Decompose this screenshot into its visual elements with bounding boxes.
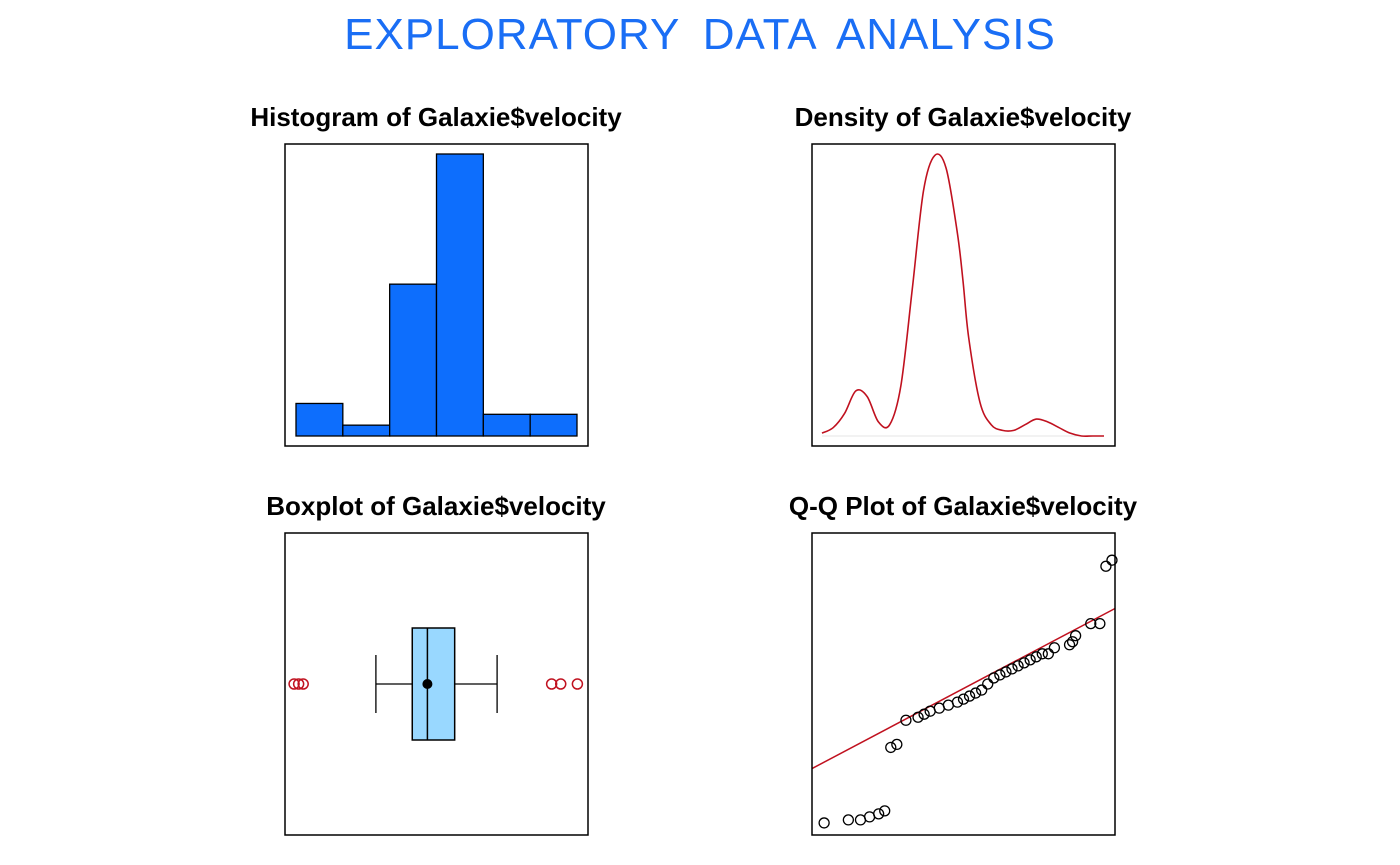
qqplot-point — [842, 814, 855, 826]
qqplot-point — [900, 714, 912, 726]
qqplot-point — [994, 669, 1006, 681]
qqplot-point — [1066, 636, 1079, 648]
qqplot-point — [1048, 642, 1061, 654]
boxplot-outlier — [545, 678, 558, 690]
histogram-bar — [342, 424, 391, 437]
density-curve — [821, 153, 1104, 438]
qqplot-point — [1063, 639, 1076, 651]
density-frame — [811, 143, 1116, 447]
qqplot-point — [1030, 651, 1042, 663]
boxplot-outlier — [288, 678, 300, 690]
qqplot-point — [1018, 657, 1030, 669]
qqplot-point — [969, 687, 982, 699]
qqplot-point — [1042, 648, 1054, 660]
page-title: EXPLORATORY DATA ANALYSIS — [344, 10, 1056, 59]
qqplot-point — [951, 696, 964, 708]
boxplot-frame — [284, 532, 589, 836]
qqplot-point — [918, 708, 930, 720]
boxplot-outlier — [571, 678, 584, 690]
qqplot-point — [873, 808, 885, 820]
qqplot-point — [1006, 663, 1018, 675]
boxplot-outlier — [554, 678, 567, 690]
boxplot-outlier — [297, 678, 309, 690]
qqplot-title: Q-Q Plot of Galaxie$velocity — [789, 491, 1138, 521]
boxplot-title: Boxplot of Galaxie$velocity — [266, 491, 606, 521]
qqplot-point — [1024, 654, 1036, 666]
qqplot-point — [891, 738, 903, 751]
qqplot-point — [1069, 630, 1082, 642]
qqplot-frame — [811, 532, 1116, 836]
qqplot-group — [811, 554, 1118, 829]
qqplot-point — [1094, 617, 1106, 630]
histogram-bar — [295, 402, 344, 437]
qqplot-point — [957, 693, 970, 705]
qqplot-point — [976, 684, 988, 696]
qqplot-point — [818, 817, 830, 829]
qqplot-point — [885, 741, 897, 754]
density-curve-group — [821, 153, 1104, 438]
histogram-title: Histogram of Galaxie$velocity — [250, 102, 622, 132]
density-title: Density of Galaxie$velocity — [795, 102, 1132, 132]
boxplot-mean-point — [422, 679, 433, 689]
boxplot-box — [411, 627, 456, 741]
qqplot-point — [963, 690, 976, 702]
histogram-bar — [389, 283, 438, 437]
qqplot-reference-line — [811, 607, 1116, 770]
qqplot-point — [1106, 554, 1118, 566]
qqplot-point — [879, 805, 891, 817]
histogram-bar — [529, 413, 578, 437]
qqplot-point — [1085, 617, 1097, 630]
boxplot-group — [288, 627, 584, 741]
qqplot-point — [1012, 660, 1024, 672]
qqplot-point — [1000, 666, 1012, 678]
qqplot-point — [982, 678, 994, 690]
qqplot-point — [988, 672, 1000, 684]
qqplot-point — [912, 711, 924, 723]
boxplot-outlier — [292, 678, 305, 690]
histogram-bars — [295, 153, 578, 437]
qqplot-point — [1100, 560, 1112, 572]
qqplot-point — [1036, 648, 1048, 660]
histogram-bar — [435, 153, 484, 437]
histogram-frame — [284, 143, 589, 447]
histogram-bar — [482, 413, 531, 437]
